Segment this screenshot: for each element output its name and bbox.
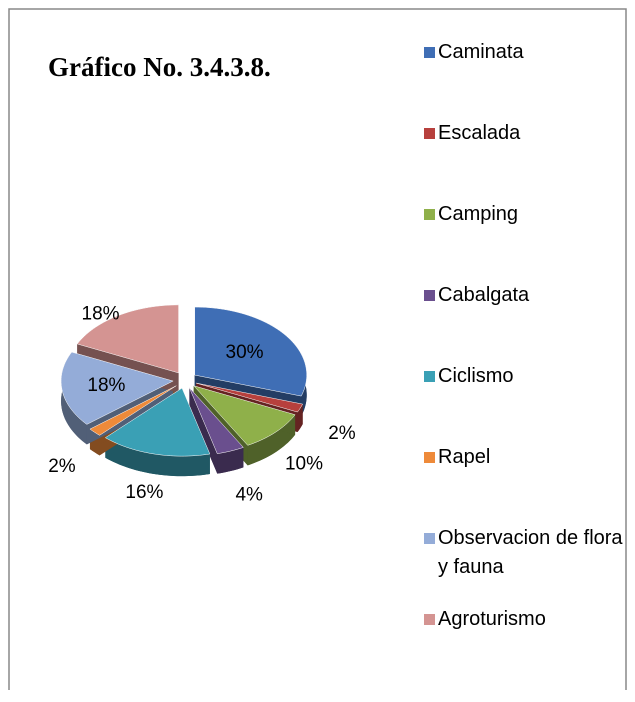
legend-item: Rapel <box>424 443 624 472</box>
pie-slice <box>76 304 179 374</box>
legend-label: Caminata <box>438 41 524 63</box>
pie-slice <box>196 382 304 413</box>
legend-item: Camping <box>424 200 624 229</box>
legend-swatch <box>424 128 435 139</box>
data-label: 2% <box>48 456 76 477</box>
legend-label: Escalada <box>438 122 521 144</box>
data-label: 2% <box>328 423 356 444</box>
legend-label: Rapel <box>438 446 491 468</box>
data-label: 10% <box>285 454 323 475</box>
legend-item: Agroturismo <box>424 605 624 634</box>
legend-label: Observacion de flora y fauna <box>438 527 623 578</box>
frame <box>8 8 627 690</box>
data-label: 18% <box>82 303 120 324</box>
pie-slice <box>194 306 307 397</box>
legend-swatch <box>424 371 435 382</box>
legend-swatch <box>424 452 435 463</box>
legend-item: Observacion de flora y fauna <box>424 524 624 582</box>
pie-slice <box>104 387 211 457</box>
data-label: 30% <box>226 342 264 363</box>
data-label: 4% <box>235 485 263 506</box>
legend-item: Escalada <box>424 119 624 148</box>
legend-swatch <box>424 533 435 544</box>
legend-item: Caminata <box>424 38 624 67</box>
legend-item: Cabalgata <box>424 281 624 310</box>
data-label: 16% <box>125 482 163 503</box>
slice-wall <box>105 437 210 477</box>
legend-label: Cabalgata <box>438 284 530 306</box>
slice-edge <box>189 387 218 474</box>
legend-label: Ciclismo <box>438 365 514 387</box>
legend-label: Agroturismo <box>438 608 546 630</box>
legend-label: Camping <box>438 203 519 225</box>
pie-slice <box>192 385 296 446</box>
pie-slice <box>189 387 244 454</box>
data-label: 18% <box>87 375 125 396</box>
legend-swatch <box>424 614 435 625</box>
pie-slice <box>89 385 177 436</box>
legend-swatch <box>424 209 435 220</box>
legend-swatch <box>424 290 435 301</box>
chart-title: Gráfico No. 3.4.3.8. <box>48 52 271 82</box>
legend-swatch <box>424 47 435 58</box>
legend-item: Ciclismo <box>424 362 624 391</box>
pie-slice <box>60 351 174 425</box>
